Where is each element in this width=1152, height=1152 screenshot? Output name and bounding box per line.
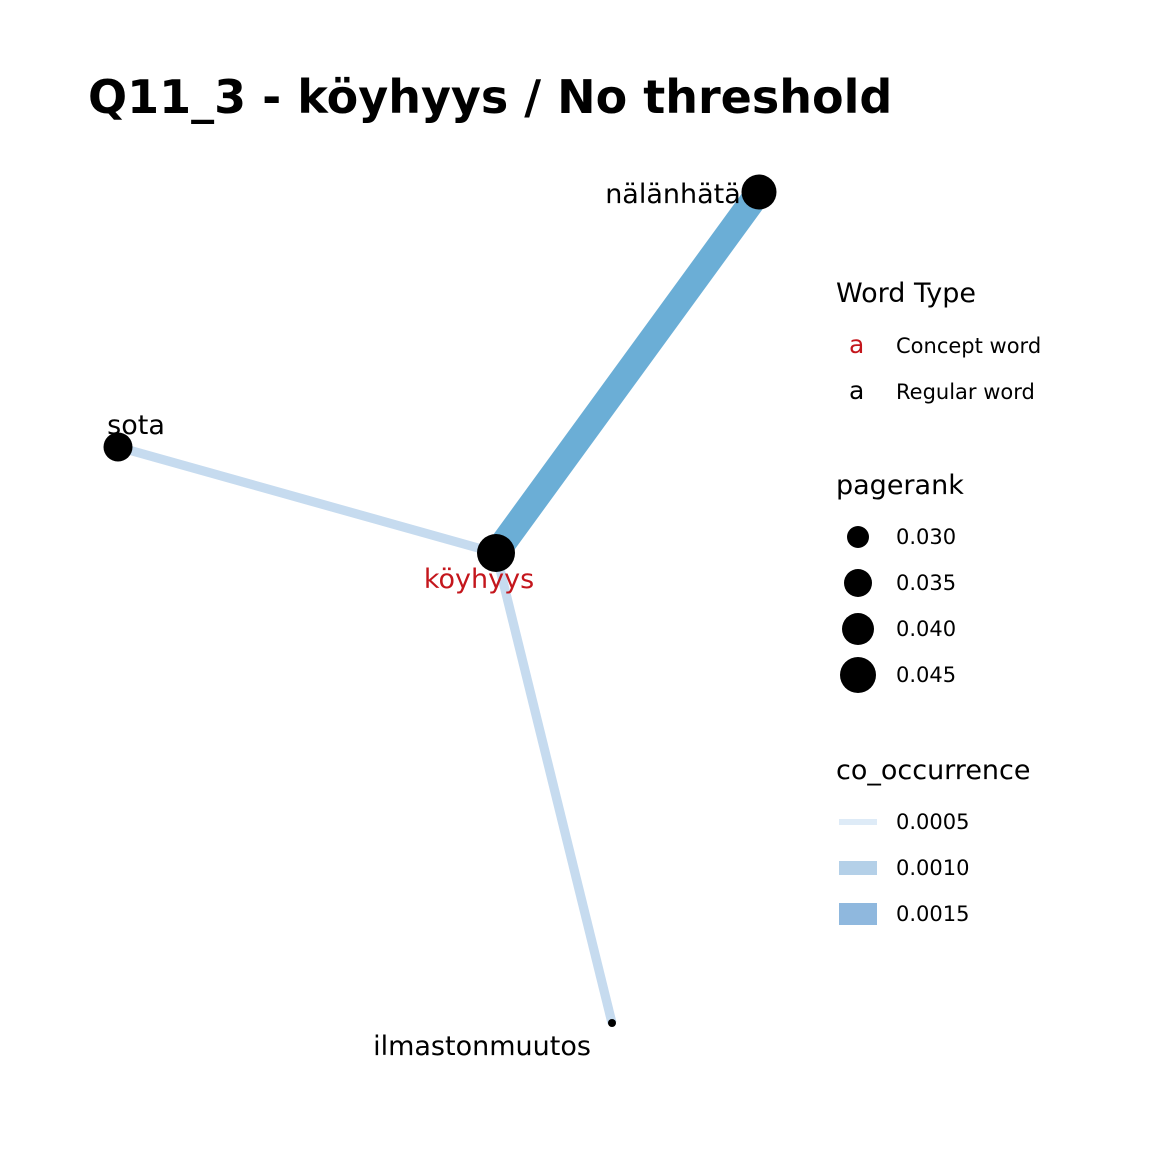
concept-word-key: a [836,326,880,366]
concept-word-label: Concept word [896,334,1042,358]
legend-word-type-title: Word Type [836,278,976,309]
node-ilmastonmuutos [608,1019,616,1027]
labels-layer: nälänhätä sota köyhyys ilmastonmuutos [107,179,741,1062]
co-occurrence-key-2 [839,861,877,875]
pagerank-key-2 [844,569,872,597]
co-occurrence-label-2: 0.0010 [896,856,970,880]
legend-item-co-occurrence-3: 0.0015 [836,894,1136,934]
co-occurrence-key-1 [839,819,877,825]
pagerank-label-3: 0.040 [896,617,957,641]
node-label-koyhyys: köyhyys [424,564,534,595]
regular-word-label: Regular word [896,380,1035,404]
legend-item-co-occurrence-2: 0.0010 [836,848,1136,888]
pagerank-key-4 [840,657,876,693]
pagerank-key-1 [847,526,869,548]
legend-co-occurrence-title: co_occurrence [836,755,1031,786]
legend-item-pagerank-1: 0.030 [836,517,1136,557]
pagerank-label-1: 0.030 [896,525,957,549]
edge-koyhyys-ilmastonmuutos [491,551,617,1025]
legend-item-pagerank-3: 0.040 [836,609,1136,649]
edges-layer [116,184,770,1025]
nodes-layer [103,174,777,1027]
regular-word-key: a [836,372,880,412]
co-occurrence-label-1: 0.0005 [896,810,970,834]
node-label-ilmastonmuutos: ilmastonmuutos [373,1031,591,1062]
pagerank-label-2: 0.035 [896,571,957,595]
co-occurrence-key-3 [839,903,877,925]
node-sota [103,432,133,462]
legend-item-pagerank-4: 0.045 [836,655,1136,695]
concept-word-glyph: a [849,330,865,359]
legend-item-regular-word: a Regular word [836,372,1136,412]
legend-item-co-occurrence-1: 0.0005 [836,802,1136,842]
edge-koyhyys-nalanhata [485,184,770,561]
node-nalanhata [741,174,777,210]
node-label-nalanhata: nälänhätä [605,179,741,210]
co-occurrence-label-3: 0.0015 [896,902,970,926]
regular-word-glyph: a [849,376,865,405]
edge-koyhyys-sota [116,442,498,558]
pagerank-key-3 [842,613,874,645]
node-label-sota: sota [107,410,165,441]
pagerank-label-4: 0.045 [896,663,957,687]
legend-pagerank-title: pagerank [836,470,964,501]
legend-item-concept-word: a Concept word [836,326,1136,366]
legend-pagerank: pagerank 0.030 0.035 0.040 0.045 [836,470,964,693]
chart-title: Q11_3 - köyhyys / No threshold [88,70,893,124]
legend-item-pagerank-2: 0.035 [836,563,1136,603]
node-koyhyys [477,534,515,572]
legend-word-type: Word Type a Concept word a Regular word [836,278,1041,405]
legend-co-occurrence: co_occurrence 0.0005 0.0010 0.0015 [836,755,1031,926]
